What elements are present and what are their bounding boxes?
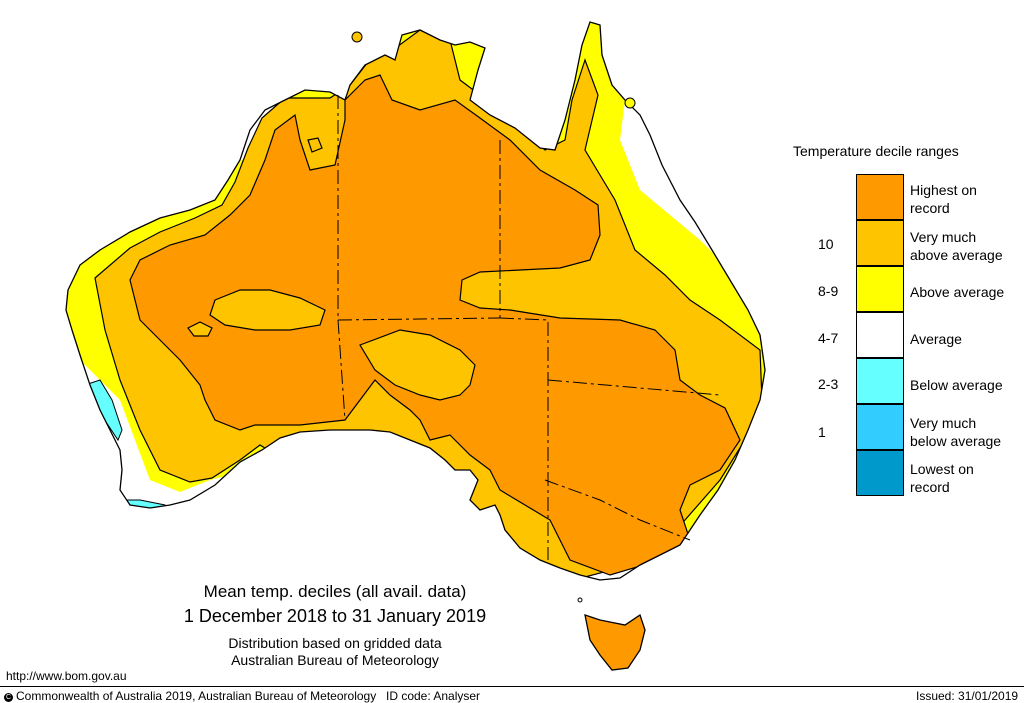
zone-highest-on-record-main (129, 74, 741, 576)
legend-title: Temperature decile ranges (793, 143, 959, 159)
zone-above-inland-patch (209, 289, 326, 331)
legend-label-line: Highest on (910, 182, 977, 198)
map-title: Mean temp. deciles (all avail. data) (203, 582, 467, 601)
footer-issued: Issued: 31/01/2019 (916, 689, 1019, 703)
source-url-link[interactable]: http://www.bom.gov.au (6, 669, 127, 683)
state-borders (337, 95, 721, 560)
legend-swatch-very-much-above (856, 220, 904, 266)
legend-label-below: Below average (910, 377, 1003, 393)
legend-swatch-lowest (856, 450, 904, 496)
legend-label-lowest: Lowest on record (910, 460, 1020, 496)
legend-label-line: Very much (910, 229, 977, 245)
legend-decile-10: 10 (818, 236, 834, 252)
legend-swatch-average (856, 312, 904, 358)
legend-swatch-highest (856, 174, 904, 220)
legend-swatch-above (856, 266, 904, 312)
legend-label-line: record (910, 479, 950, 495)
legend-swatch-very-much-below (856, 404, 904, 450)
australia-decile-map (65, 21, 766, 671)
footer-id-code: ID code: Analyser (386, 689, 481, 703)
legend-label-average: Average (910, 331, 962, 347)
zone-above-small-patch (187, 321, 213, 337)
footer-copyright: C Commonwealth of Australia 2019, Austral… (4, 689, 376, 703)
map-note-agency: Australian Bureau of Meteorology (231, 652, 439, 668)
zone-above-kimberley-patch (307, 137, 323, 153)
legend-decile-4-7: 4-7 (818, 330, 839, 346)
legend-decile-1: 1 (818, 424, 826, 440)
tasmania (584, 613, 646, 671)
island (624, 97, 636, 109)
copyright-text: Commonwealth of Australia 2019, Australi… (16, 689, 377, 703)
legend-decile-8-9: 8-9 (818, 283, 839, 299)
legend-label-above: Above average (910, 284, 1005, 300)
legend-swatch-below (856, 358, 904, 404)
map-period: 1 December 2018 to 31 January 2019 (183, 606, 487, 626)
legend-label-line: above average (910, 247, 1003, 263)
map-note-distribution: Distribution based on gridded data (228, 635, 442, 651)
footer-divider (0, 686, 1024, 687)
legend-label-very-much-below: Very much below average (910, 414, 1020, 450)
zone-above-central (359, 329, 476, 401)
legend-label-line: Lowest on (910, 461, 974, 477)
legend-decile-2-3: 2-3 (818, 376, 839, 392)
legend-label-very-much-above: Very much above average (910, 228, 1020, 264)
legend-label-line: below average (910, 433, 1002, 449)
legend-label-line: record (910, 200, 950, 216)
island (351, 31, 363, 43)
legend-label-highest: Highest on record (910, 181, 1020, 217)
legend-label-line: Very much (910, 415, 977, 431)
island (577, 597, 583, 603)
copyright-icon: C (4, 693, 13, 702)
